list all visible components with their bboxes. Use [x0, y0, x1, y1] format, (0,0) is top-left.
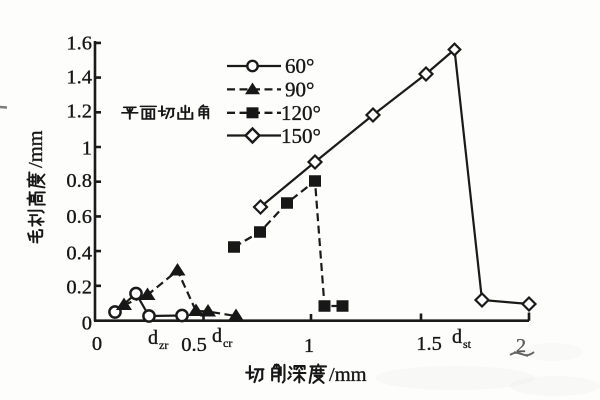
svg-text:120°: 120°	[281, 101, 321, 125]
svg-text:1: 1	[82, 138, 92, 160]
svg-text:1.6: 1.6	[66, 33, 92, 55]
svg-text:d: d	[452, 326, 462, 348]
svg-text:cr: cr	[223, 336, 232, 350]
svg-text:150°: 150°	[281, 124, 321, 148]
svg-text:1.4: 1.4	[66, 67, 92, 89]
svg-text:2: 2	[516, 335, 526, 357]
svg-text:0.5: 0.5	[181, 334, 207, 356]
svg-text:1.5: 1.5	[416, 333, 442, 355]
svg-text:d: d	[148, 327, 158, 349]
svg-text:0.2: 0.2	[66, 277, 92, 299]
svg-text:0.4: 0.4	[66, 243, 92, 265]
svg-text:zr: zr	[159, 338, 168, 352]
svg-text:/mm: /mm	[25, 130, 47, 168]
svg-text:0.6: 0.6	[66, 206, 92, 228]
svg-text:d: d	[212, 325, 222, 347]
svg-text:1.2: 1.2	[66, 101, 92, 123]
svg-text:st: st	[463, 337, 472, 351]
svg-text:1: 1	[304, 335, 314, 357]
svg-text:0: 0	[92, 333, 102, 355]
svg-text:0: 0	[82, 313, 92, 335]
svg-text:90°: 90°	[285, 78, 314, 102]
svg-text:60°: 60°	[285, 54, 314, 78]
svg-text:/mm: /mm	[329, 364, 367, 386]
svg-text:0.8: 0.8	[66, 170, 92, 192]
